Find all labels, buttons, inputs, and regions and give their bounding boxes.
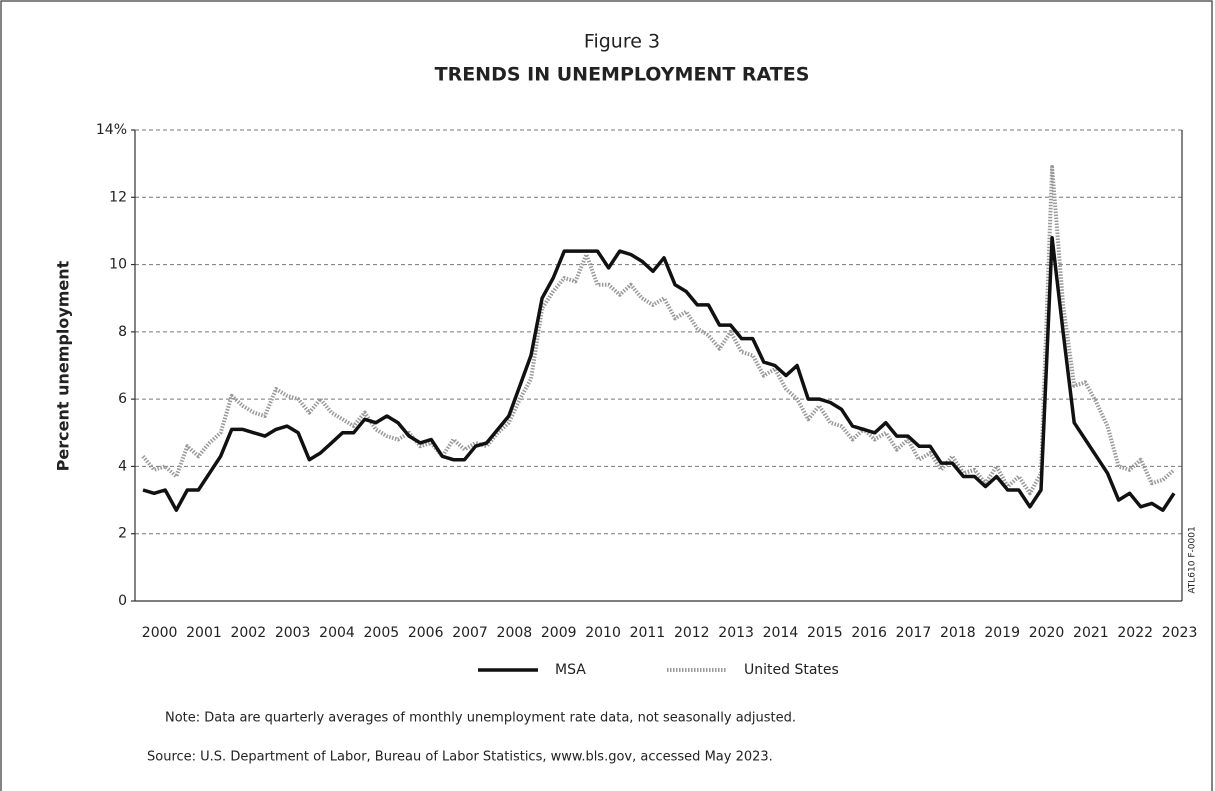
x-tick-label: 2023 [1162,625,1198,641]
x-tick-label: 2022 [1117,625,1153,641]
x-tick-label: 2021 [1073,625,1109,641]
x-tick-label: 2013 [718,625,754,641]
x-tick-label: 2014 [763,625,799,641]
y-tick-label: 12 [109,189,127,205]
y-tick-label: 6 [118,391,127,407]
line-1 [141,165,1176,496]
x-tick-label: 2019 [984,625,1020,641]
x-tick-label: 2006 [408,625,444,641]
y-tick-label: 14% [96,122,127,138]
x-tick-label: 2004 [319,625,355,641]
y-tick-label: 2 [118,526,127,542]
figure-label: Figure 3 [584,31,660,53]
x-tick-label: 2011 [630,625,666,641]
legend-label: United States [744,662,839,678]
source: Source: U.S. Department of Labor, Bureau… [147,750,773,765]
line-0 [142,235,1176,512]
figure-code: ATL610 F-0001 [1188,526,1198,593]
x-tick-label: 2010 [585,625,621,641]
x-tick-label: 2002 [230,625,266,641]
y-axis-label: Percent unemployment [54,260,73,471]
y-tick-label: 10 [109,257,127,273]
y-tick-label: 4 [118,458,127,474]
x-tick-label: 2016 [851,625,887,641]
x-tick-label: 2007 [452,625,488,641]
x-tick-label: 2018 [940,625,976,641]
x-tick-label: 2020 [1029,625,1065,641]
x-tick-label: 2005 [364,625,400,641]
x-tick-label: 2012 [674,625,710,641]
y-tick-label: 0 [118,593,127,609]
chart-title: TRENDS IN UNEMPLOYMENT RATES [435,64,810,86]
x-tick-label: 2003 [275,625,311,641]
x-tick-label: 2017 [896,625,932,641]
x-tick-label: 2009 [541,625,577,641]
x-tick-label: 2001 [186,625,222,641]
note: Note: Data are quarterly averages of mon… [165,711,796,726]
x-tick-label: 2008 [497,625,533,641]
x-tick-label: 2015 [807,625,843,641]
y-tick-label: 8 [118,324,127,340]
x-tick-label: 2000 [142,625,178,641]
legend-label: MSA [555,662,586,678]
